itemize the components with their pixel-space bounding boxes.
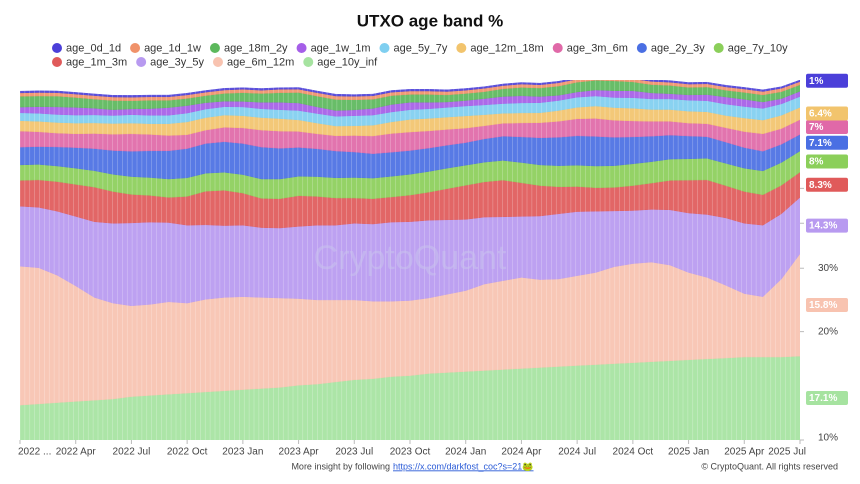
end-tag: 8.3% — [806, 177, 848, 192]
end-tag-box — [806, 297, 848, 312]
legend-label: age_3m_6m — [567, 42, 628, 54]
end-tag: 14.3% — [806, 218, 848, 233]
legend-label: age_1d_1w — [144, 42, 201, 54]
end-tag: 8% — [806, 154, 848, 169]
legend-swatch — [52, 57, 62, 67]
legend-item: age_1w_1m — [296, 42, 371, 54]
end-tag-label: 6.4% — [809, 109, 832, 120]
legend-item: age_1m_3m — [52, 56, 127, 68]
end-tag: 15.8% — [806, 297, 848, 312]
x-tick-label: 2022 Oct — [167, 447, 208, 458]
legend-label: age_3y_5y — [150, 56, 204, 68]
end-tag-box — [806, 106, 848, 121]
x-tick-label: 2023 Jul — [335, 447, 373, 458]
legend-item: age_2y_3y — [636, 42, 705, 54]
end-tag-label: 7% — [809, 122, 824, 133]
y-tick-label: 30% — [818, 263, 838, 274]
watermark: CryptoQuant — [314, 239, 507, 277]
legend-swatch — [212, 57, 223, 67]
legend-label: age_7y_10y — [728, 42, 788, 54]
end-tag-box — [806, 73, 848, 88]
legend-label: age_2y_3y — [651, 42, 705, 54]
legend-swatch — [303, 57, 314, 67]
end-tag-box — [806, 154, 848, 169]
legend-swatch — [456, 43, 467, 53]
end-tag-box — [806, 391, 848, 406]
end-tag-label: 14.3% — [809, 221, 837, 232]
legend-item: age_3m_6m — [552, 42, 628, 54]
end-tag-label: 17.1% — [809, 393, 837, 404]
legend-item: age_7y_10y — [713, 42, 788, 54]
legend-swatch — [552, 43, 563, 53]
end-tag-label: 15.8% — [809, 300, 837, 311]
x-tick-label: 2024 Oct — [613, 447, 654, 458]
y-tick-label: 20% — [818, 326, 838, 337]
legend-swatch — [296, 43, 307, 53]
end-tag-box — [806, 135, 848, 150]
x-tick-label: 2025 Jan — [668, 447, 709, 458]
area-band — [20, 80, 800, 98]
end-tag-label: 1% — [809, 76, 824, 87]
end-tag: 7.1% — [806, 135, 848, 150]
x-tick-label: 2023 Oct — [390, 447, 431, 458]
legend-label: age_1m_3m — [66, 56, 127, 68]
legend-label: age_1w_1m — [311, 42, 371, 54]
legend-item: age_10y_inf — [303, 56, 378, 68]
end-tag: 6.4% — [806, 106, 848, 121]
x-tick-label: 2024 Jul — [558, 447, 596, 458]
x-tick-label: 2024 Apr — [501, 447, 542, 458]
legend-swatch — [379, 43, 390, 53]
legend-label: age_12m_18m — [470, 42, 543, 54]
legend-label: age_5y_7y — [394, 42, 448, 54]
chart-title: UTXO age band % — [357, 11, 503, 30]
y-tick-label: 10% — [818, 433, 838, 444]
legend-label: age_6m_12m — [227, 56, 294, 68]
x-tick-label: 2023 Apr — [279, 447, 320, 458]
legend-item: age_1d_1w — [130, 42, 201, 54]
legend-item: age_6m_12m — [212, 56, 294, 68]
x-tick-label: 2024 Jan — [445, 447, 486, 458]
legend-item: age_5y_7y — [379, 42, 448, 54]
x-tick-label: 2023 Jan — [222, 447, 263, 458]
legend-swatch — [713, 43, 724, 53]
legend-label: age_18m_2y — [224, 42, 288, 54]
x-tick-label: 2022 Apr — [56, 447, 97, 458]
legend-swatch — [209, 43, 220, 53]
end-tag: 17.1% — [806, 391, 848, 406]
x-tick-label: 2025 Jul — [768, 447, 806, 458]
plot-area — [20, 80, 800, 440]
legend-item: age_18m_2y — [209, 42, 288, 54]
end-tag: 1% — [806, 73, 848, 88]
legend-item: age_0d_1d — [52, 42, 121, 54]
copyright: © CryptoQuant. All rights reserved — [701, 461, 838, 471]
end-tag-label: 8% — [809, 157, 824, 168]
x-tick-label: 2022 ... — [18, 447, 51, 458]
legend-label: age_0d_1d — [66, 42, 121, 54]
x-tick-label: 2022 Jul — [113, 447, 151, 458]
legend-item: age_3y_5y — [136, 56, 204, 68]
end-tag-label: 7.1% — [809, 138, 832, 149]
footer-text: More insight by following — [291, 461, 390, 471]
end-tag-box — [806, 120, 848, 135]
legend-item: age_12m_18m — [456, 42, 544, 54]
legend-swatch — [636, 43, 647, 53]
end-tag-box — [806, 177, 848, 192]
legend-label: age_10y_inf — [317, 56, 378, 68]
legend-swatch — [130, 43, 141, 53]
legend-swatch — [52, 43, 62, 53]
end-tag: 7% — [806, 120, 848, 135]
end-tag-label: 8.3% — [809, 180, 832, 191]
x-tick-label: 2025 Apr — [724, 447, 765, 458]
footer-link[interactable]: https://x.com/darkfost_coc?s=21🐸 — [393, 461, 534, 471]
end-tag-box — [806, 218, 848, 233]
legend-swatch — [136, 57, 147, 67]
